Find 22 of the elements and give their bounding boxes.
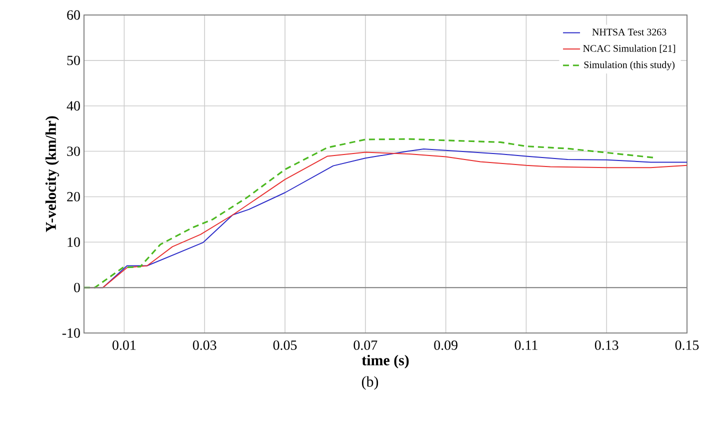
x-tick-label: 0.09	[434, 340, 458, 350]
x-tick-label: 0.07	[354, 340, 378, 350]
y-tick-label: 60	[67, 10, 80, 20]
x-tick-label: 0.13	[594, 340, 618, 350]
y-tick-label: 50	[67, 56, 80, 66]
y-tick-label: 0	[74, 282, 80, 292]
legend-label: NCAC Simulation [21]	[583, 44, 676, 54]
x-tick-label: 0.01	[112, 340, 136, 350]
y-tick-label: 30	[67, 146, 80, 156]
legend-label: Simulation (this study)	[584, 61, 675, 70]
y-tick-label: 20	[67, 192, 80, 202]
x-tick-label: 0.11	[514, 340, 538, 350]
legend-label: NHTSA Test 3263	[592, 28, 666, 36]
text: (b)	[362, 376, 378, 390]
x-axis-title: time (s)	[362, 354, 409, 368]
y-axis-title: Y-velocity (km/hr)	[45, 116, 60, 232]
y-tick-label: -10	[62, 328, 80, 338]
y-tick-label: 40	[66, 101, 80, 111]
x-tick-label: 0.15	[675, 340, 699, 350]
x-tick-label: 0.03	[192, 340, 216, 350]
x-tick-label: 0.05	[273, 340, 297, 350]
y-tick-label: 10	[68, 237, 80, 247]
